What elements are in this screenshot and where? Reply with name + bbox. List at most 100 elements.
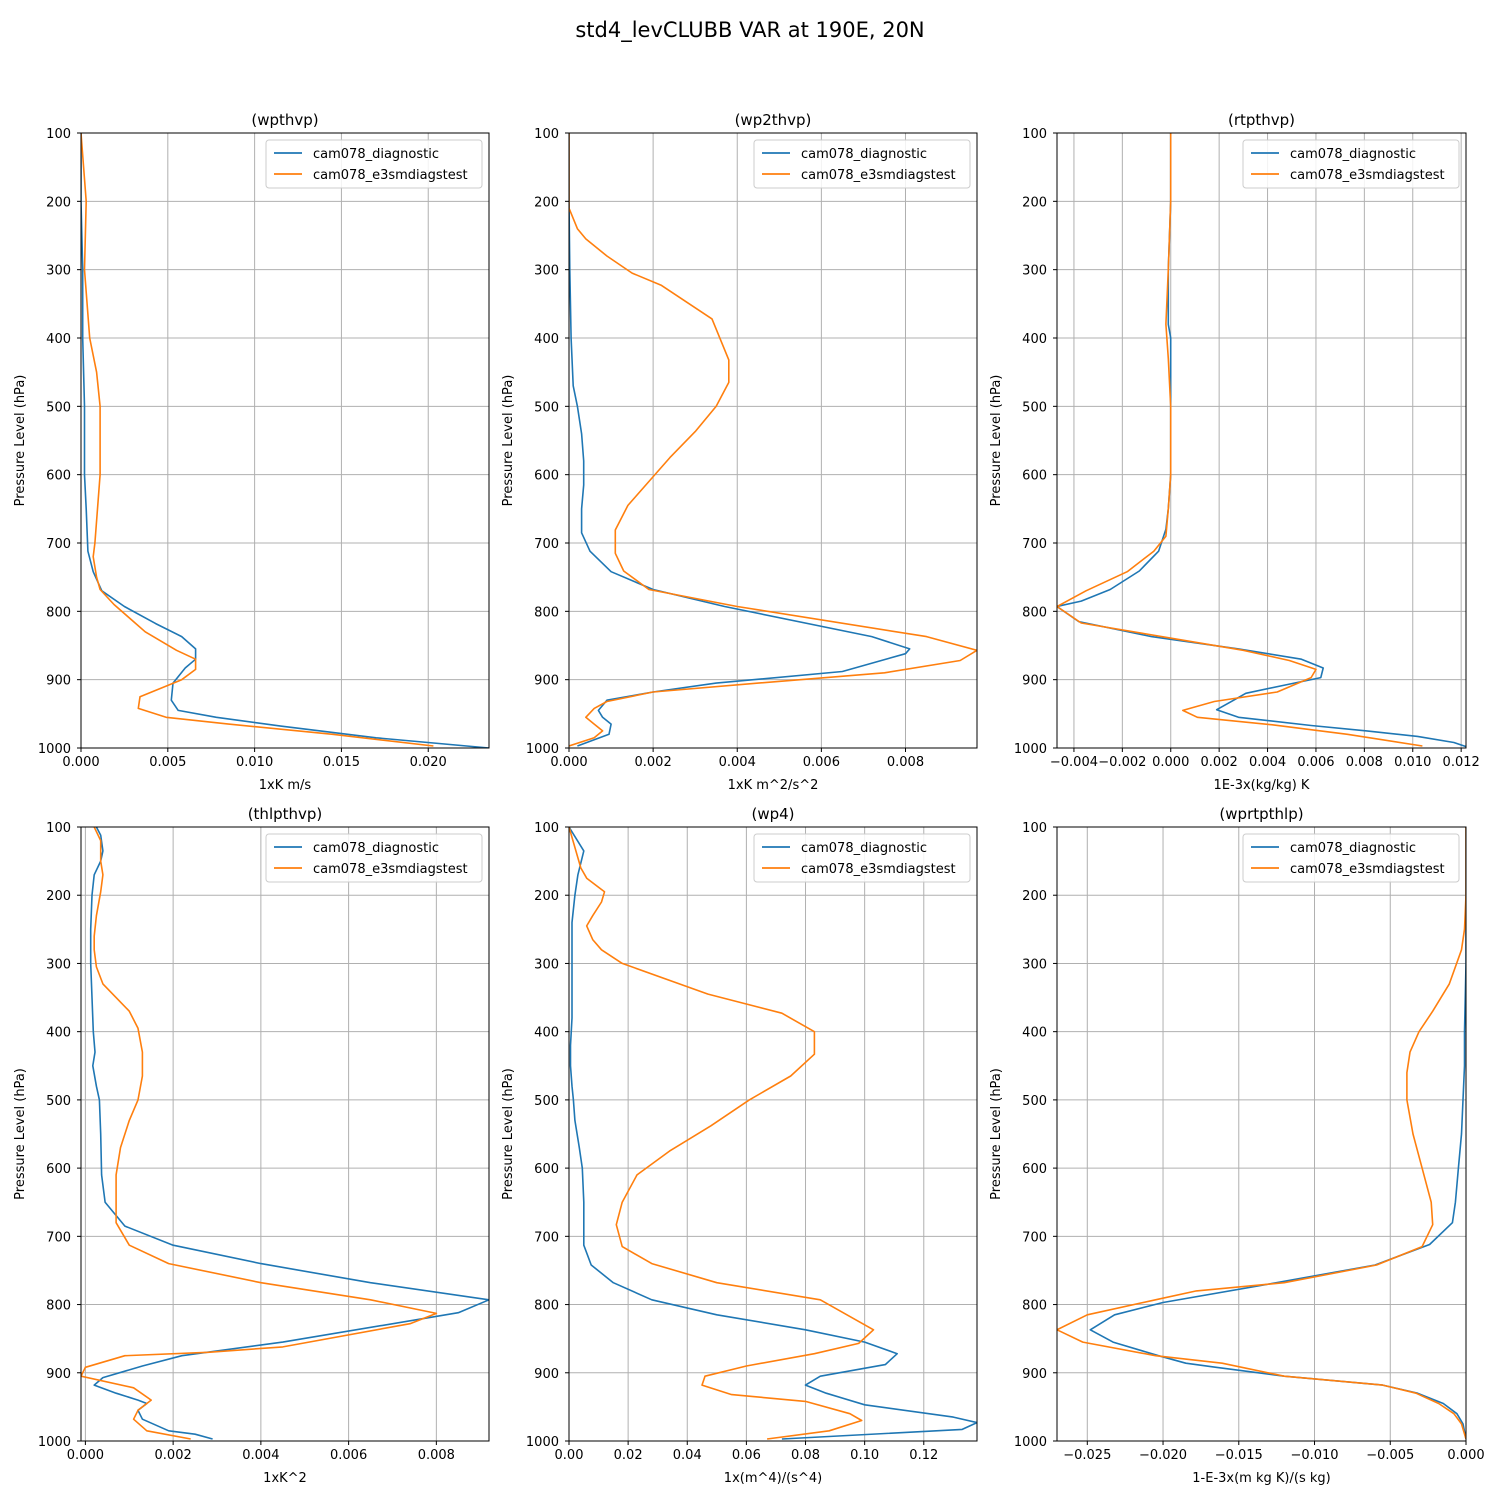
y-tick-label: 300 — [534, 957, 559, 972]
y-axis-label: Pressure Level (hPa) — [989, 375, 1004, 507]
legend-box — [1242, 833, 1460, 883]
series-line-e3smdiagstest — [569, 133, 977, 747]
legend-label: cam078_diagnostic — [313, 147, 439, 162]
x-axis-label: 1xK m/s — [259, 778, 312, 793]
axes-frame — [1056, 132, 1467, 749]
x-tick-label: 0.012 — [1443, 755, 1480, 770]
x-tick-label: −0.010 — [1290, 1448, 1338, 1463]
y-tick-label: 900 — [534, 1367, 559, 1382]
y-tick-label: 100 — [534, 127, 559, 142]
subplot-5: 0.00 0.02 0.04 0.06 0.08 0.10 0.12 100 200 300 400… — [501, 805, 978, 1486]
x-tick-label: 0.000 — [62, 755, 99, 770]
legend-label: cam078_e3smdiagstest — [1290, 168, 1445, 183]
x-axis-label: 1xK^2 — [263, 1471, 307, 1486]
y-tick-label: 500 — [46, 400, 71, 415]
legend-box — [1242, 139, 1460, 189]
y-axis-label: Pressure Level (hPa) — [501, 375, 516, 507]
x-tick-label: −0.002 — [1098, 755, 1146, 770]
x-axis-label: 1E-3x(kg/kg) K — [1214, 778, 1310, 793]
subplot-6: −0.025 −0.020 −0.015 −0.010 −0.005 0.000 100 20… — [989, 805, 1485, 1486]
y-tick-label: 800 — [46, 605, 71, 620]
y-axis-label: Pressure Level (hPa) — [501, 1068, 516, 1200]
legend: cam078_diagnostic cam078_e3smdiagstest — [753, 833, 971, 883]
legend-label: cam078_e3smdiagstest — [801, 862, 956, 877]
y-tick-label: 600 — [1022, 1162, 1047, 1177]
y-tick-label: 600 — [534, 1162, 559, 1177]
legend-label: cam078_diagnostic — [313, 841, 439, 856]
legend-label: cam078_diagnostic — [1290, 147, 1416, 162]
y-tick-label: 1000 — [1014, 1435, 1047, 1450]
x-tick-label: 0.008 — [1346, 755, 1383, 770]
y-tick-label: 400 — [534, 1026, 559, 1041]
subplot-title: (wp4) — [751, 805, 794, 823]
x-axis-label: 1x(m^4)/(s^4) — [724, 1471, 822, 1486]
x-tick-label: 0.002 — [155, 1448, 192, 1463]
y-tick-label: 300 — [46, 957, 71, 972]
y-tick-label: 100 — [1022, 127, 1047, 142]
y-tick-label: 400 — [1022, 332, 1047, 347]
y-tick-label: 500 — [46, 1094, 71, 1109]
y-axis-label: Pressure Level (hPa) — [13, 1068, 28, 1200]
x-axis-label: 1xK m^2/s^2 — [728, 778, 819, 793]
x-tick-label: 0.010 — [1394, 755, 1431, 770]
y-tick-label: 700 — [534, 1230, 559, 1245]
x-tick-label: 0.004 — [1249, 755, 1286, 770]
y-tick-label: 500 — [1022, 1094, 1047, 1109]
x-tick-label: 0.000 — [1152, 755, 1189, 770]
x-tick-label: 0.000 — [550, 755, 587, 770]
y-tick-label: 200 — [1022, 195, 1047, 210]
y-tick-label: 400 — [46, 332, 71, 347]
y-tick-label: 500 — [534, 1094, 559, 1109]
subplot-title: (wp2thvp) — [735, 111, 812, 129]
y-tick-label: 200 — [1022, 889, 1047, 904]
grid-lines — [1057, 132, 1466, 749]
axes-frame — [568, 132, 978, 749]
y-tick-label: 600 — [46, 469, 71, 484]
y-tick-label: 900 — [46, 1367, 71, 1382]
subplot-grid: 0.000 0.005 0.010 0.015 0.020 100 200 300 400 500… — [13, 111, 1485, 1486]
y-tick-label: 600 — [46, 1162, 71, 1177]
series-line-e3smdiagstest — [1057, 133, 1423, 747]
y-tick-label: 300 — [534, 264, 559, 279]
y-tick-label: 800 — [1022, 1299, 1047, 1314]
axes-frame — [80, 826, 490, 1442]
y-tick-label: 900 — [46, 674, 71, 689]
y-tick-label: 100 — [534, 821, 559, 836]
x-axis-label: 1-E-3x(m kg K)/(s kg) — [1192, 1471, 1330, 1486]
y-tick-label: 400 — [46, 1026, 71, 1041]
series-line-diagnostic — [89, 827, 489, 1440]
y-tick-label: 700 — [46, 1230, 71, 1245]
x-tick-label: 0.08 — [791, 1448, 820, 1463]
y-axis-label: Pressure Level (hPa) — [989, 1068, 1004, 1200]
axes-frame — [568, 826, 978, 1442]
y-tick-label: 600 — [534, 469, 559, 484]
subplot-4: 0.000 0.002 0.004 0.006 0.008 100 200 300 400 500… — [13, 805, 490, 1486]
x-tick-label: 0.000 — [67, 1448, 104, 1463]
y-tick-label: 400 — [534, 332, 559, 347]
x-tick-label: 0.06 — [732, 1448, 761, 1463]
legend-label: cam078_e3smdiagstest — [1290, 862, 1445, 877]
x-tick-label: 0.006 — [330, 1448, 367, 1463]
y-tick-label: 800 — [534, 605, 559, 620]
y-tick-label: 900 — [534, 674, 559, 689]
y-tick-label: 800 — [534, 1299, 559, 1314]
y-tick-label: 900 — [1022, 674, 1047, 689]
y-tick-label: 800 — [1022, 605, 1047, 620]
x-tick-label: 0.006 — [803, 755, 840, 770]
series-line-e3smdiagstest — [81, 133, 434, 747]
x-tick-label: 0.015 — [323, 755, 360, 770]
y-tick-label: 1000 — [526, 742, 559, 757]
series-line-e3smdiagstest — [81, 827, 438, 1440]
y-tick-label: 100 — [46, 127, 71, 142]
y-tick-label: 500 — [534, 400, 559, 415]
subplot-2: 0.000 0.002 0.004 0.006 0.008 100 200 300 400 500… — [501, 111, 978, 793]
y-tick-label: 700 — [46, 537, 71, 552]
axes-frame — [1056, 826, 1467, 1442]
legend: cam078_diagnostic cam078_e3smdiagstest — [265, 139, 483, 189]
x-tick-label: 0.005 — [149, 755, 186, 770]
subplot-title: (wpthvp) — [251, 111, 318, 129]
x-tick-label: 0.002 — [1201, 755, 1238, 770]
x-tick-label: 0.008 — [418, 1448, 455, 1463]
